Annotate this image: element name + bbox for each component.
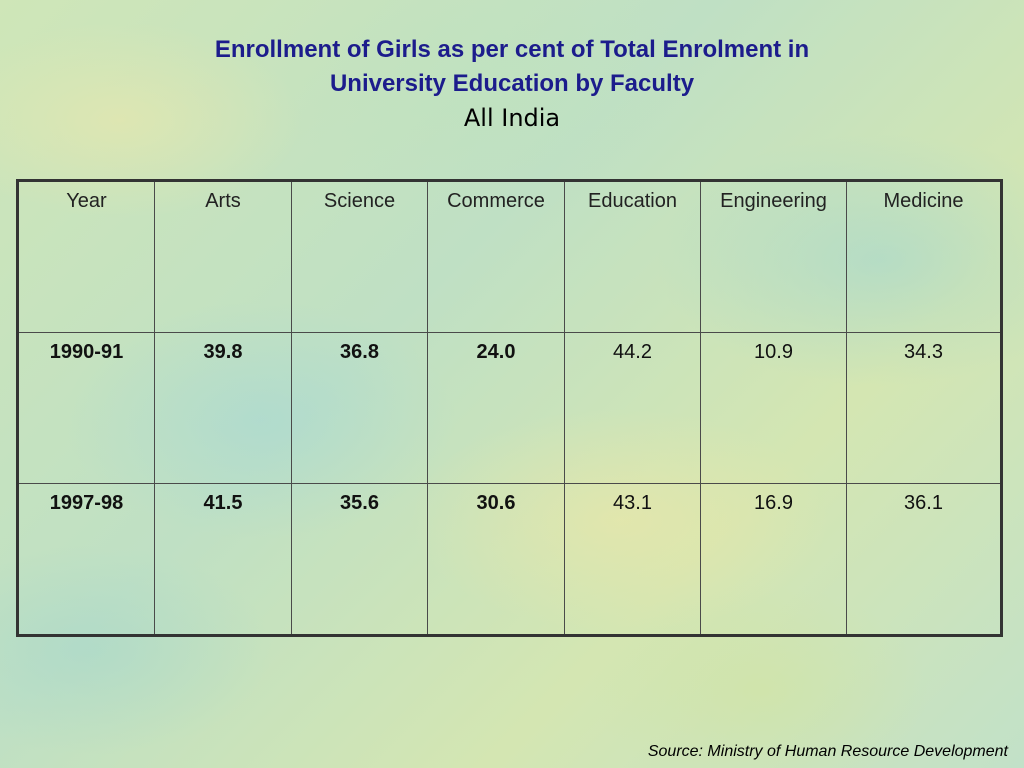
header-education: Education xyxy=(564,180,701,333)
header-commerce: Commerce xyxy=(427,180,565,333)
cell-arts: 39.8 xyxy=(154,332,292,484)
slide-title-line-1: Enrollment of Girls as per cent of Total… xyxy=(214,36,810,63)
cell-medicine: 36.1 xyxy=(846,483,1002,636)
cell-year: 1997-98 xyxy=(17,483,155,636)
table-row: 1997-98 41.5 35.6 30.6 43.1 16.9 36.1 xyxy=(17,483,1002,636)
title-block: Enrollment of Girls as per cent of Total… xyxy=(0,33,1024,135)
table-header-row: Year Arts Science Commerce Education Eng… xyxy=(17,180,1002,333)
source-note: Source: Ministry of Human Resource Devel… xyxy=(647,743,1008,760)
header-engineering: Engineering xyxy=(700,180,847,333)
cell-arts: 41.5 xyxy=(154,483,292,636)
header-arts: Arts xyxy=(154,180,292,333)
cell-engineering: 10.9 xyxy=(700,332,847,484)
cell-science: 36.8 xyxy=(291,332,428,484)
slide-title-line-2: University Education by Faculty xyxy=(329,70,695,97)
header-science: Science xyxy=(291,180,428,333)
cell-commerce: 24.0 xyxy=(427,332,565,484)
table-row: 1990-91 39.8 36.8 24.0 44.2 10.9 34.3 xyxy=(17,332,1002,484)
cell-commerce: 30.6 xyxy=(427,483,565,636)
cell-year: 1990-91 xyxy=(17,332,155,484)
cell-engineering: 16.9 xyxy=(700,483,847,636)
cell-education: 44.2 xyxy=(564,332,701,484)
cell-science: 35.6 xyxy=(291,483,428,636)
header-year: Year xyxy=(17,180,155,333)
enrollment-table: Year Arts Science Commerce Education Eng… xyxy=(16,179,1003,637)
slide-subtitle: All India xyxy=(463,104,561,132)
header-medicine: Medicine xyxy=(846,180,1002,333)
cell-medicine: 34.3 xyxy=(846,332,1002,484)
cell-education: 43.1 xyxy=(564,483,701,636)
